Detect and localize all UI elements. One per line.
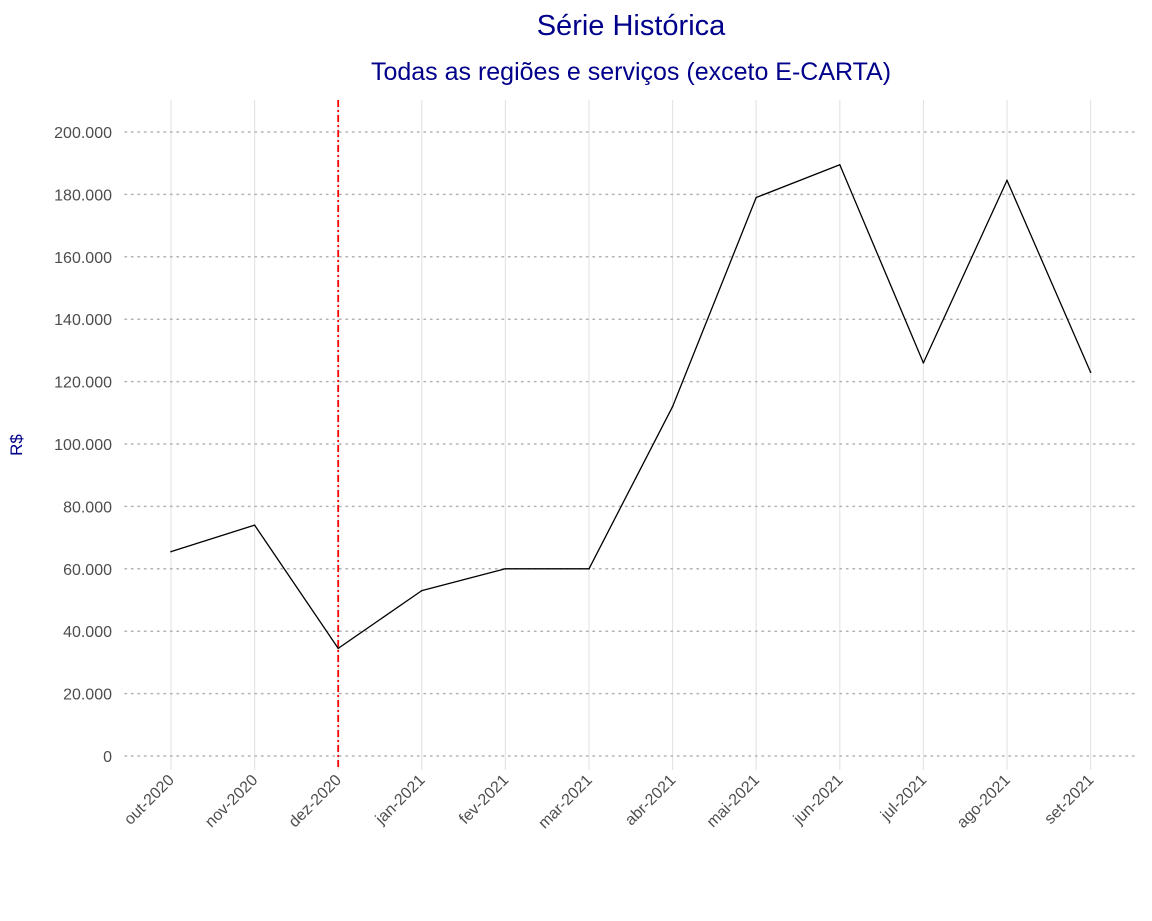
y-tick-label: 0	[103, 749, 112, 766]
data-point	[170, 550, 172, 553]
x-tick-label: jun-2021	[790, 772, 847, 829]
x-tick-label: fev-2021	[456, 772, 512, 828]
x-tick-label: out-2020	[121, 772, 178, 829]
data-point	[671, 405, 674, 408]
x-tick-label: nov-2020	[202, 772, 261, 831]
y-tick-label: 120.000	[54, 375, 112, 392]
y-tick-label: 180.000	[54, 187, 112, 204]
chart-subtitle: Todas as regiões e serviços (exceto E-CA…	[370, 58, 892, 86]
y-tick-label: 140.000	[54, 312, 112, 329]
y-tick-label: 60.000	[63, 562, 112, 579]
data-point	[755, 196, 757, 199]
x-grid	[170, 100, 1092, 770]
data-point	[839, 163, 841, 166]
y-tick-label: 200.000	[54, 125, 112, 142]
x-tick-label: ago-2021	[954, 772, 1014, 832]
data-point	[337, 647, 340, 650]
data-point	[922, 362, 925, 364]
y-tick-label: 40.000	[63, 624, 112, 641]
data-point	[1089, 371, 1092, 374]
x-tick-label: abr-2021	[622, 772, 679, 829]
x-axis-ticks: out-2020 nov-2020 dez-2020 jan-2021 fev-2021…	[121, 772, 1097, 833]
chart-title: Série Histórica	[536, 10, 726, 42]
x-tick-label: dez-2020	[286, 772, 345, 831]
x-tick-label: set-2021	[1041, 772, 1097, 828]
y-axis-ticks: 0 20.000 40.000 60.000 80.000 100.000 120.000 1…	[54, 125, 112, 766]
x-tick-label: mai-2021	[704, 772, 763, 831]
x-tick-label: jul-2021	[877, 772, 930, 825]
data-point	[588, 568, 590, 570]
y-tick-label: 100.000	[54, 437, 112, 454]
series-layer	[170, 163, 1092, 650]
data-point	[421, 589, 423, 592]
data-point	[253, 524, 256, 526]
y-tick-label: 20.000	[63, 687, 112, 704]
x-tick-label: mar-2021	[535, 772, 596, 833]
y-grid	[124, 131, 1138, 757]
y-tick-label: 80.000	[63, 499, 112, 516]
series-line	[170, 164, 1092, 650]
data-point	[504, 568, 507, 570]
x-tick-label: jan-2021	[372, 772, 429, 829]
y-tick-label: 160.000	[54, 250, 112, 267]
data-point	[1006, 179, 1008, 182]
